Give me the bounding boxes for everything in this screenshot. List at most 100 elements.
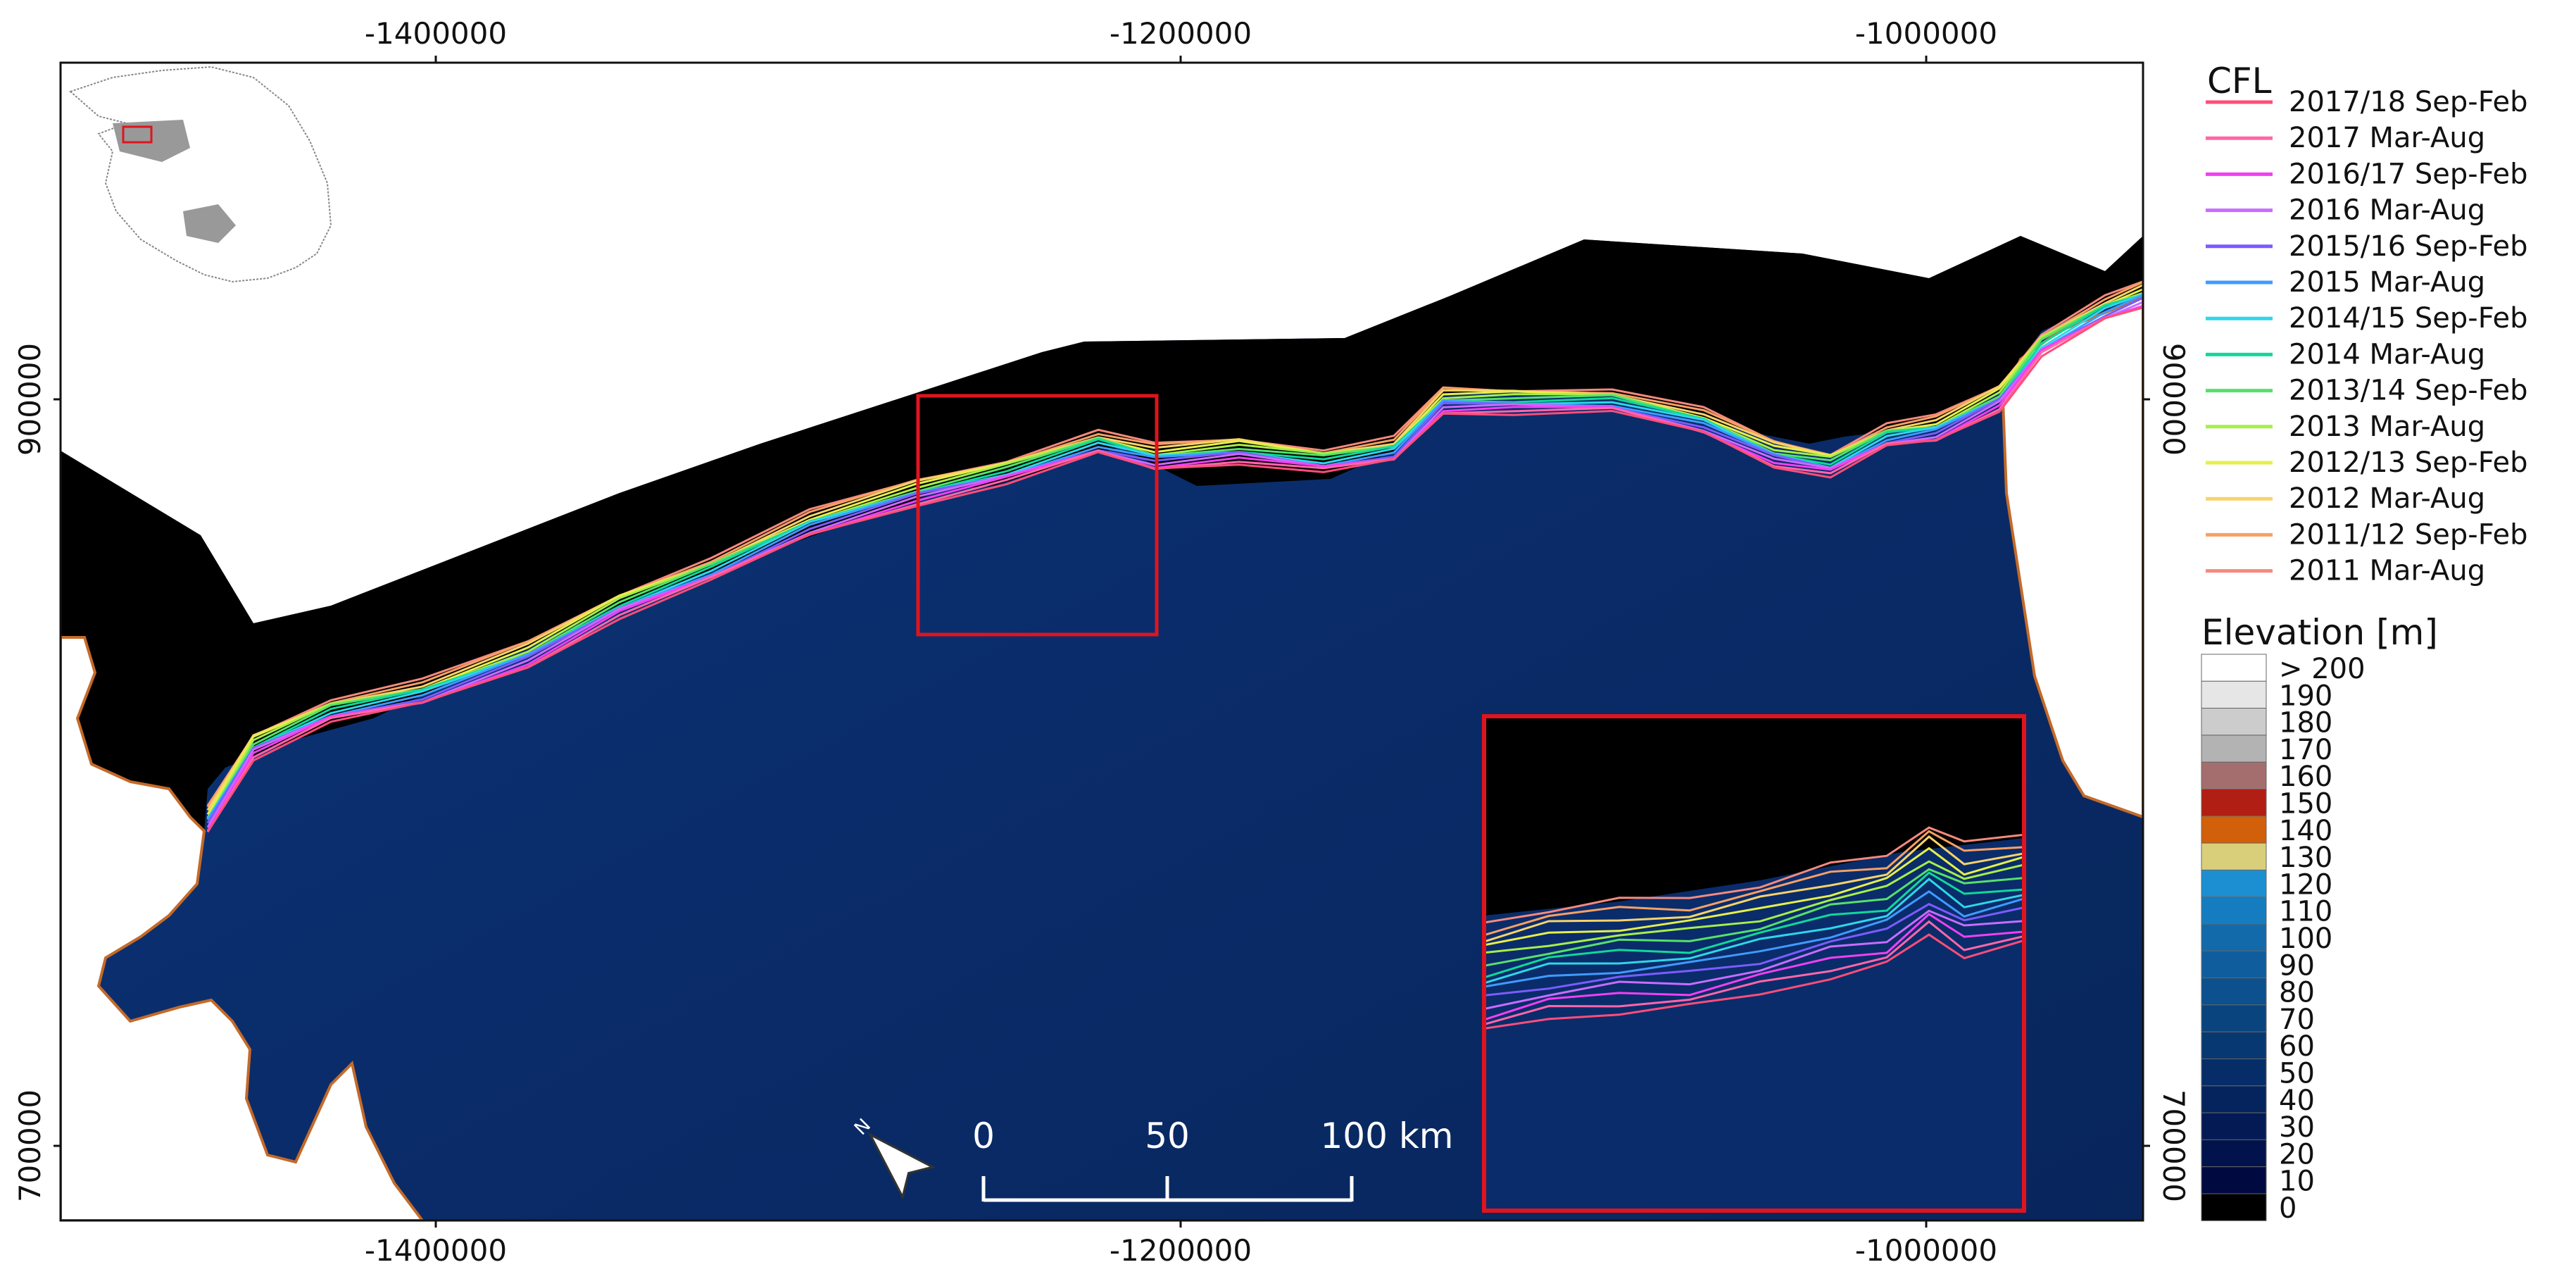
- inset-cfl-line-7: [1484, 878, 2024, 985]
- elevation-swatch-13: [2201, 1004, 2267, 1032]
- elevation-label-19: 10: [2279, 1166, 2315, 1198]
- inset-map: [1482, 714, 2026, 1213]
- inset-calving-front-lines: [1484, 826, 2024, 1030]
- elevation-label-3: 170: [2279, 734, 2332, 766]
- inset-cfl-line-5: [1484, 868, 2024, 967]
- elevation-swatch-20: [2201, 1193, 2267, 1221]
- inset-frame: [1482, 714, 2026, 1213]
- elevation-label-6: 140: [2279, 815, 2332, 847]
- elevation-label-15: 50: [2279, 1058, 2315, 1090]
- elevation-label-1: 190: [2279, 680, 2332, 712]
- cfl-legend-title: CFL: [2207, 61, 2272, 101]
- elevation-swatch-0: [2201, 654, 2267, 682]
- elevation-label-8: 120: [2279, 868, 2332, 901]
- no-data-region: [61, 63, 2143, 623]
- scale-label-50: 50: [1145, 1116, 1190, 1156]
- inset-cfl-line-4: [1484, 860, 2024, 954]
- elevation-label-7: 130: [2279, 842, 2332, 874]
- elevation-label-2: 180: [2279, 707, 2332, 739]
- cfl-legend-label-10: 2012/13 Sep-Feb: [2289, 447, 2528, 479]
- elevation-swatch-17: [2201, 1112, 2267, 1140]
- elevation-swatch-18: [2201, 1139, 2267, 1168]
- zoom-frame: [916, 394, 1159, 637]
- x-tick-bottom-1: -1200000: [1110, 1233, 1252, 1268]
- inset-cfl-line-9: [1484, 903, 2024, 997]
- cfl-legend-label-13: 2011 Mar-Aug: [2289, 555, 2485, 587]
- scale-label-0: 0: [972, 1116, 995, 1156]
- overview-map: [69, 65, 332, 283]
- elevation-swatch-15: [2201, 1059, 2267, 1087]
- inset-cfl-line-2: [1484, 835, 2024, 943]
- elevation-swatch-10: [2201, 923, 2267, 951]
- inset-cfl-line-0: [1484, 826, 2024, 924]
- elevation-swatch-5: [2201, 789, 2267, 817]
- inset-cfl-line-11: [1484, 913, 2024, 1021]
- cfl-legend-label-6: 2014/15 Sep-Feb: [2289, 302, 2528, 335]
- overview-location-box: [122, 125, 153, 144]
- calving-front-lines: [206, 280, 2143, 833]
- inset-cfl-line-13: [1484, 933, 2024, 1030]
- inset-ice-shelf: [1484, 716, 2024, 916]
- cfl-legend-label-8: 2013/14 Sep-Feb: [2289, 375, 2528, 407]
- x-tick-bottom-2: -1000000: [1855, 1233, 1997, 1268]
- x-tick-top-0: -1400000: [365, 16, 507, 51]
- elevation-label-13: 70: [2279, 1004, 2315, 1036]
- inset-cfl-line-3: [1484, 847, 2024, 947]
- cfl-legend-label-11: 2012 Mar-Aug: [2289, 482, 2485, 515]
- elevation-swatch-12: [2201, 978, 2267, 1006]
- cfl-line-0: [206, 306, 2143, 832]
- cfl-legend-label-9: 2013 Mar-Aug: [2289, 411, 2485, 443]
- y-axis: 900000 700000 900000 700000: [13, 343, 2191, 1202]
- land-west: [61, 636, 425, 1221]
- elevation-label-10: 100: [2279, 923, 2332, 955]
- elevation-swatch-6: [2201, 816, 2267, 844]
- inset-cfl-line-6: [1484, 871, 2024, 979]
- x-axis: -1400000 -1200000 -1000000 -1400000 -120…: [365, 16, 1997, 1268]
- y-tick-right-0: 900000: [2156, 343, 2191, 456]
- elevation-label-9: 110: [2279, 896, 2332, 928]
- elevation-swatch-14: [2201, 1031, 2267, 1059]
- cfl-legend-label-3: 2016 Mar-Aug: [2289, 194, 2485, 227]
- cfl-legend-label-4: 2015/16 Sep-Feb: [2289, 230, 2528, 263]
- inset-cfl-line-10: [1484, 909, 2024, 1010]
- x-tick-bottom-0: -1400000: [365, 1233, 507, 1268]
- elevation-swatch-16: [2201, 1085, 2267, 1113]
- cfl-legend: CFL 2017/18 Sep-Feb 2017 Mar-Aug 2016/17 S…: [2206, 61, 2528, 587]
- elevation-label-0: > 200: [2279, 653, 2365, 685]
- elevation-swatch-7: [2201, 842, 2267, 870]
- filchner-ice-shelf-shape: [183, 204, 236, 243]
- elevation-label-5: 150: [2279, 788, 2332, 820]
- inset-cfl-line-1: [1484, 830, 2024, 937]
- y-tick-right-1: 700000: [2156, 1090, 2191, 1202]
- cfl-legend-label-7: 2014 Mar-Aug: [2289, 338, 2485, 370]
- x-tick-top-2: -1000000: [1855, 16, 1997, 51]
- inset-cfl-line-12: [1484, 920, 2024, 1026]
- x-tick-top-1: -1200000: [1110, 16, 1252, 51]
- elevation-label-11: 90: [2279, 949, 2315, 982]
- elevation-label-18: 20: [2279, 1138, 2315, 1170]
- cfl-legend-label-12: 2011/12 Sep-Feb: [2289, 518, 2528, 551]
- elevation-swatch-3: [2201, 735, 2267, 763]
- elevation-swatch-1: [2201, 680, 2267, 709]
- cfl-legend-label-5: 2015 Mar-Aug: [2289, 266, 2485, 299]
- elevation-swatch-2: [2201, 708, 2267, 736]
- scale-label-100: 100 km: [1321, 1116, 1454, 1156]
- elevation-label-12: 80: [2279, 977, 2315, 1009]
- elevation-swatch-4: [2201, 761, 2267, 789]
- elevation-label-17: 30: [2279, 1111, 2315, 1144]
- elevation-label-14: 60: [2279, 1030, 2315, 1063]
- elevation-swatch-8: [2201, 869, 2267, 898]
- elevation-label-16: 40: [2279, 1085, 2315, 1117]
- ice-shelf: [61, 236, 2143, 831]
- scale-bar: 0 50 100 km: [972, 1116, 1454, 1202]
- inset-cfl-line-8: [1484, 889, 2024, 988]
- elevation-legend-title: Elevation [m]: [2201, 612, 2438, 653]
- map-frame: [59, 61, 2144, 1222]
- cfl-legend-label-2: 2016/17 Sep-Feb: [2289, 158, 2528, 190]
- cfl-legend-label-1: 2017 Mar-Aug: [2289, 122, 2485, 154]
- elevation-swatch-19: [2201, 1166, 2267, 1194]
- elevation-legend: Elevation [m] > 200190180170160150140130…: [2201, 612, 2438, 1225]
- y-tick-left-1: 700000: [13, 1090, 47, 1202]
- cfl-legend-label-0: 2017/18 Sep-Feb: [2289, 86, 2528, 118]
